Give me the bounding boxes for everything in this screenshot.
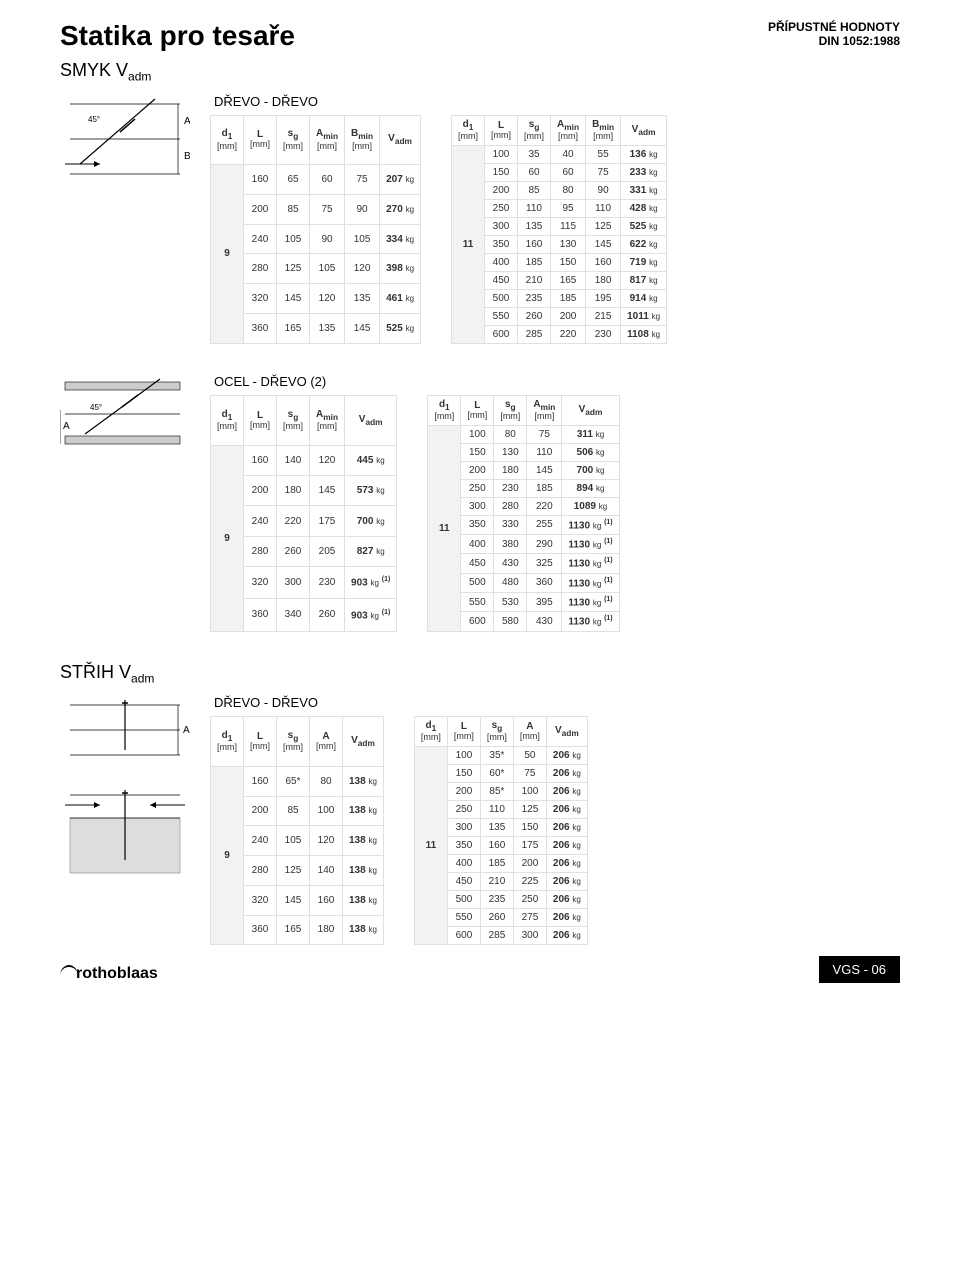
shear-wood-diagram-svg: A B 45° — [60, 94, 190, 184]
col-header: L[mm] — [447, 717, 480, 747]
page-header: Statika pro tesaře PŘÍPUSTNÉ HODNOTY DIN… — [60, 20, 900, 52]
col-header: Amin[mm] — [310, 115, 345, 165]
page-footer: rothoblaas VGS - 06 — [60, 956, 900, 983]
col-header: sg[mm] — [518, 115, 551, 145]
diagram-shear-steel: A 45° — [60, 374, 210, 632]
table-sec2-right: d1[mm]L[mm]sg[mm]Amin[mm]Vadm11100807531… — [427, 395, 619, 632]
col-header: Amin[mm] — [310, 395, 345, 445]
table-row: 9160656075207 kg — [211, 165, 421, 195]
col-header: Vadm — [343, 717, 384, 767]
d1-cell: 9 — [211, 766, 244, 944]
col-header: L[mm] — [244, 395, 277, 445]
table-row: 25011095110428 kg — [452, 199, 667, 217]
col-header: Amin[mm] — [527, 395, 562, 425]
shear-steel-diagram-svg: A 45° — [60, 374, 190, 464]
table-row: 400185150160719 kg — [452, 253, 667, 271]
table-row: 450210165180817 kg — [452, 271, 667, 289]
col-header: sg[mm] — [494, 395, 527, 425]
diagram-shear-wood: A B 45° — [60, 94, 210, 344]
col-header: A[mm] — [310, 717, 343, 767]
col-header: sg[mm] — [277, 717, 310, 767]
table-row: 150606075233 kg — [452, 163, 667, 181]
col-header: sg[mm] — [277, 395, 310, 445]
col-header: A[mm] — [513, 717, 546, 747]
col-header: d1[mm] — [452, 115, 485, 145]
din-block: PŘÍPUSTNÉ HODNOTY DIN 1052:1988 — [768, 20, 900, 49]
section-ocel-drevo: A 45° OCEL - DŘEVO (2) d1[mm]L[mm]sg[mm]… — [60, 374, 900, 632]
col-header: d1[mm] — [211, 115, 244, 165]
page-code: VGS - 06 — [819, 956, 900, 983]
svg-text:B: B — [184, 151, 190, 162]
table-row: 5502602002151011 kg — [452, 307, 667, 325]
diagram-tension: A — [60, 695, 210, 945]
table-sec1-left: d1[mm]L[mm]sg[mm]Amin[mm]Bmin[mm]Vadm916… — [210, 115, 421, 344]
table-row: 500235185195914 kg — [452, 289, 667, 307]
col-header: d1[mm] — [414, 717, 447, 747]
col-header: d1[mm] — [211, 395, 244, 445]
table-row: 300135115125525 kg — [452, 217, 667, 235]
col-header: L[mm] — [244, 115, 277, 165]
table-row: 916065*80138 kg — [211, 766, 384, 796]
d1-cell: 9 — [211, 446, 244, 632]
col-header: Vadm — [562, 395, 619, 425]
table-sec2-left: d1[mm]L[mm]sg[mm]Amin[mm]Vadm91601401204… — [210, 395, 397, 632]
col-header: Bmin[mm] — [586, 115, 621, 145]
col-header: Vadm — [380, 115, 421, 165]
table-row: 11100354055136 kg — [452, 145, 667, 163]
d1-cell: 11 — [414, 747, 447, 945]
col-header: L[mm] — [244, 717, 277, 767]
svg-text:45°: 45° — [88, 115, 100, 124]
col-header: d1[mm] — [428, 395, 461, 425]
table-row: 350160130145622 kg — [452, 235, 667, 253]
d1-cell: 11 — [452, 145, 485, 343]
col-header: L[mm] — [485, 115, 518, 145]
section-label: DŘEVO - DŘEVO — [210, 695, 900, 710]
table-row: 9160140120445 kg — [211, 446, 397, 476]
section-label: OCEL - DŘEVO (2) — [210, 374, 900, 389]
din-line2: DIN 1052:1988 — [768, 34, 900, 48]
col-header: Vadm — [345, 395, 397, 445]
col-header: Vadm — [546, 717, 587, 747]
col-header: sg[mm] — [480, 717, 513, 747]
tension-diagram-svg: A — [60, 695, 190, 895]
logo: rothoblaas — [60, 965, 158, 983]
d1-cell: 9 — [211, 165, 244, 343]
din-line1: PŘÍPUSTNÉ HODNOTY — [768, 20, 900, 34]
svg-text:45°: 45° — [90, 403, 102, 412]
shear-heading: SMYK Vadm — [60, 60, 900, 84]
table-row: 6002852202301108 kg — [452, 325, 667, 343]
col-header: sg[mm] — [277, 115, 310, 165]
col-header: L[mm] — [461, 395, 494, 425]
table-row: 111008075311 kg — [428, 425, 619, 443]
section-label: DŘEVO - DŘEVO — [210, 94, 900, 109]
svg-text:A: A — [184, 116, 190, 127]
table-sec3-left: d1[mm]L[mm]sg[mm]A[mm]Vadm916065*80138 k… — [210, 716, 384, 945]
stripping-heading: STŘIH Vadm — [60, 662, 900, 686]
table-sec3-right: d1[mm]L[mm]sg[mm]A[mm]Vadm1110035*50206 … — [414, 716, 588, 945]
page-title: Statika pro tesaře — [60, 20, 295, 52]
d1-cell: 11 — [428, 425, 461, 631]
table-row: 200858090331 kg — [452, 181, 667, 199]
col-header: Amin[mm] — [551, 115, 586, 145]
col-header: Bmin[mm] — [345, 115, 380, 165]
section-drevo-drevo-1: A B 45° DŘEVO - DŘEVO d1[mm]L[mm]sg[mm]A… — [60, 94, 900, 344]
section-drevo-drevo-2: A DŘEVO - DŘEVO d1[mm]L[mm]sg[mm]A[mm]Va… — [60, 695, 900, 945]
svg-text:A: A — [183, 725, 190, 736]
col-header: d1[mm] — [211, 717, 244, 767]
table-row: 1110035*50206 kg — [414, 747, 587, 765]
col-header: Vadm — [621, 115, 667, 145]
table-sec1-right: d1[mm]L[mm]sg[mm]Amin[mm]Bmin[mm]Vadm111… — [451, 115, 667, 344]
svg-text:A: A — [63, 421, 70, 432]
